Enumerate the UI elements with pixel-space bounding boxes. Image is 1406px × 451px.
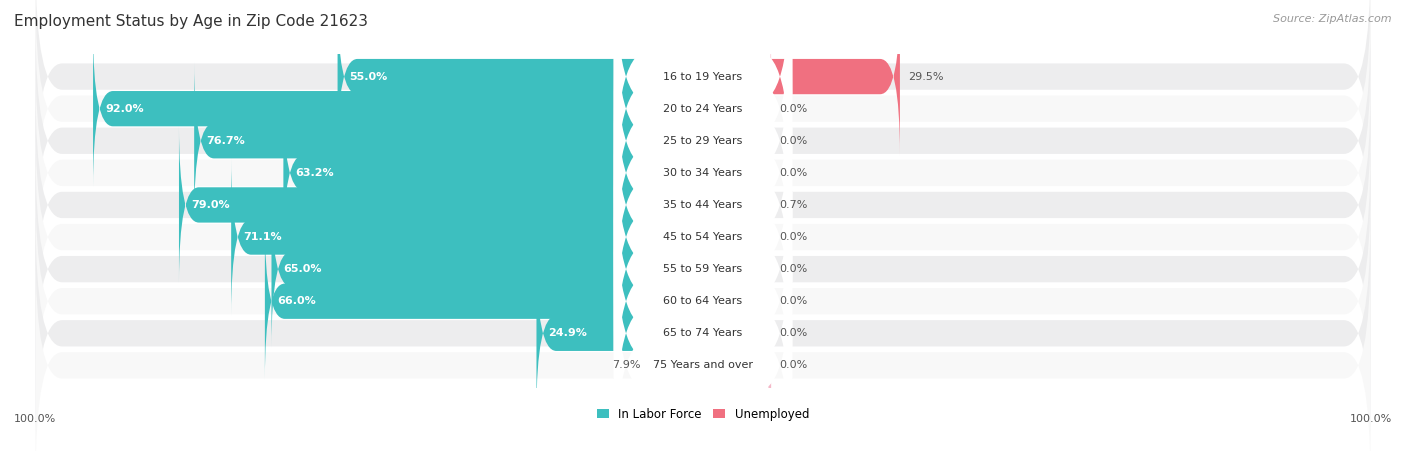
Legend: In Labor Force, Unemployed: In Labor Force, Unemployed (592, 403, 814, 425)
FancyBboxPatch shape (702, 30, 770, 187)
Text: 0.7%: 0.7% (779, 200, 807, 210)
FancyBboxPatch shape (179, 126, 704, 284)
Text: 60 to 64 Years: 60 to 64 Years (664, 296, 742, 306)
Text: 66.0%: 66.0% (277, 296, 315, 306)
Text: 0.0%: 0.0% (779, 104, 807, 114)
Text: 0.0%: 0.0% (779, 328, 807, 338)
FancyBboxPatch shape (35, 250, 1371, 451)
Text: 75 Years and over: 75 Years and over (652, 360, 754, 370)
Text: 30 to 34 Years: 30 to 34 Years (664, 168, 742, 178)
Text: 63.2%: 63.2% (295, 168, 333, 178)
Text: 79.0%: 79.0% (191, 200, 229, 210)
Text: 45 to 54 Years: 45 to 54 Years (664, 232, 742, 242)
Text: 55.0%: 55.0% (350, 72, 388, 82)
FancyBboxPatch shape (702, 126, 770, 284)
FancyBboxPatch shape (702, 0, 900, 155)
FancyBboxPatch shape (35, 218, 1371, 448)
Text: 0.0%: 0.0% (779, 168, 807, 178)
Text: 24.9%: 24.9% (548, 328, 588, 338)
FancyBboxPatch shape (337, 0, 704, 155)
FancyBboxPatch shape (35, 90, 1371, 320)
Text: 7.9%: 7.9% (613, 360, 641, 370)
FancyBboxPatch shape (35, 122, 1371, 352)
FancyBboxPatch shape (702, 190, 770, 348)
Text: 65 to 74 Years: 65 to 74 Years (664, 328, 742, 338)
FancyBboxPatch shape (702, 255, 770, 412)
Text: 0.0%: 0.0% (779, 296, 807, 306)
FancyBboxPatch shape (614, 198, 792, 451)
FancyBboxPatch shape (35, 26, 1371, 256)
FancyBboxPatch shape (93, 30, 704, 187)
FancyBboxPatch shape (702, 62, 770, 219)
Text: Source: ZipAtlas.com: Source: ZipAtlas.com (1274, 14, 1392, 23)
FancyBboxPatch shape (648, 287, 704, 444)
FancyBboxPatch shape (614, 0, 792, 244)
FancyBboxPatch shape (537, 255, 704, 412)
FancyBboxPatch shape (35, 186, 1371, 416)
FancyBboxPatch shape (702, 94, 770, 252)
FancyBboxPatch shape (614, 133, 792, 405)
FancyBboxPatch shape (35, 0, 1371, 192)
FancyBboxPatch shape (614, 37, 792, 308)
FancyBboxPatch shape (35, 0, 1371, 224)
FancyBboxPatch shape (614, 5, 792, 276)
Text: 29.5%: 29.5% (908, 72, 943, 82)
FancyBboxPatch shape (35, 154, 1371, 384)
Text: 0.0%: 0.0% (779, 360, 807, 370)
FancyBboxPatch shape (614, 101, 792, 373)
FancyBboxPatch shape (264, 223, 704, 380)
Text: 0.0%: 0.0% (779, 136, 807, 146)
Text: 92.0%: 92.0% (105, 104, 143, 114)
Text: 0.0%: 0.0% (779, 264, 807, 274)
Text: 16 to 19 Years: 16 to 19 Years (664, 72, 742, 82)
FancyBboxPatch shape (35, 58, 1371, 288)
FancyBboxPatch shape (194, 62, 704, 219)
Text: 65.0%: 65.0% (284, 264, 322, 274)
FancyBboxPatch shape (614, 166, 792, 437)
FancyBboxPatch shape (614, 230, 792, 451)
Text: 100.0%: 100.0% (1350, 414, 1392, 424)
Text: 100.0%: 100.0% (14, 414, 56, 424)
FancyBboxPatch shape (271, 190, 704, 348)
Text: 0.0%: 0.0% (779, 232, 807, 242)
Text: 71.1%: 71.1% (243, 232, 281, 242)
FancyBboxPatch shape (702, 223, 770, 380)
FancyBboxPatch shape (702, 158, 770, 316)
Text: 20 to 24 Years: 20 to 24 Years (664, 104, 742, 114)
FancyBboxPatch shape (284, 94, 704, 252)
Text: 55 to 59 Years: 55 to 59 Years (664, 264, 742, 274)
FancyBboxPatch shape (231, 158, 704, 316)
Text: 76.7%: 76.7% (207, 136, 245, 146)
Text: 25 to 29 Years: 25 to 29 Years (664, 136, 742, 146)
FancyBboxPatch shape (614, 0, 792, 212)
FancyBboxPatch shape (614, 69, 792, 341)
Text: Employment Status by Age in Zip Code 21623: Employment Status by Age in Zip Code 216… (14, 14, 368, 28)
Text: 35 to 44 Years: 35 to 44 Years (664, 200, 742, 210)
FancyBboxPatch shape (702, 287, 770, 444)
